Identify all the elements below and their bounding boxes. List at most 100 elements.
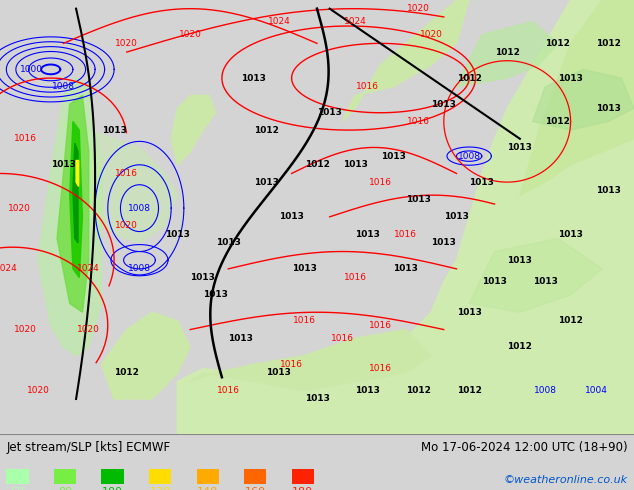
Text: 1013: 1013	[596, 186, 621, 196]
Polygon shape	[57, 96, 89, 312]
Text: 1020: 1020	[407, 4, 430, 13]
Polygon shape	[520, 0, 634, 195]
Text: 1012: 1012	[254, 125, 279, 135]
Text: 1016: 1016	[369, 178, 392, 187]
Text: 1016: 1016	[217, 386, 240, 395]
Bar	[54, 468, 76, 484]
Polygon shape	[70, 122, 82, 277]
Text: 1013: 1013	[304, 394, 330, 403]
Text: 1012: 1012	[456, 386, 482, 395]
Text: 1013: 1013	[165, 230, 190, 239]
Text: 1016: 1016	[14, 134, 37, 143]
Polygon shape	[101, 312, 190, 399]
Text: 1020: 1020	[8, 204, 30, 213]
Polygon shape	[190, 330, 431, 390]
Bar	[197, 468, 219, 484]
Text: 1020: 1020	[77, 325, 100, 334]
Text: 1013: 1013	[558, 74, 583, 82]
Text: 1012: 1012	[304, 160, 330, 169]
Polygon shape	[533, 70, 634, 130]
Text: 1024: 1024	[0, 265, 18, 273]
Text: 1013: 1013	[507, 143, 533, 152]
Text: 1013: 1013	[469, 178, 495, 187]
Text: 1013: 1013	[456, 308, 482, 317]
Polygon shape	[63, 122, 178, 243]
Text: 1013: 1013	[101, 125, 127, 135]
Text: 1013: 1013	[406, 195, 431, 204]
Text: 1020: 1020	[179, 30, 202, 39]
Polygon shape	[456, 22, 558, 87]
Bar	[292, 468, 314, 484]
Bar	[244, 468, 266, 484]
Text: 1016: 1016	[331, 334, 354, 343]
Text: 1013: 1013	[292, 265, 317, 273]
Polygon shape	[38, 78, 101, 356]
Text: 1016: 1016	[356, 82, 379, 91]
Text: 1020: 1020	[27, 386, 49, 395]
Text: 1008: 1008	[534, 386, 557, 395]
Text: 1013: 1013	[279, 212, 304, 221]
Text: 1004: 1004	[585, 386, 607, 395]
Bar	[101, 468, 124, 484]
Text: 1016: 1016	[369, 321, 392, 330]
Text: 100: 100	[102, 487, 123, 490]
Text: 1020: 1020	[115, 39, 138, 48]
Text: 1013: 1013	[266, 368, 292, 377]
Text: ©weatheronline.co.uk: ©weatheronline.co.uk	[503, 475, 628, 485]
Bar	[6, 468, 29, 484]
Text: 1012: 1012	[406, 386, 431, 395]
Polygon shape	[76, 160, 79, 187]
Text: 1013: 1013	[190, 273, 216, 282]
Text: 1012: 1012	[596, 39, 621, 48]
Text: 1016: 1016	[369, 364, 392, 373]
Text: 1012: 1012	[507, 343, 533, 351]
Text: 1013: 1013	[51, 160, 76, 169]
Text: 1008: 1008	[52, 82, 75, 91]
Text: Mo 17-06-2024 12:00 UTC (18+90): Mo 17-06-2024 12:00 UTC (18+90)	[421, 441, 628, 454]
Text: 180: 180	[292, 487, 313, 490]
Text: 1024: 1024	[344, 17, 366, 26]
Polygon shape	[178, 0, 634, 434]
Text: 1013: 1013	[241, 74, 266, 82]
Polygon shape	[171, 96, 216, 165]
Text: 1013: 1013	[355, 230, 380, 239]
Text: Jet stream/SLP [kts] ECMWF: Jet stream/SLP [kts] ECMWF	[6, 441, 171, 454]
Text: 1013: 1013	[203, 291, 228, 299]
Text: 1008: 1008	[458, 151, 481, 161]
Text: 1013: 1013	[596, 104, 621, 113]
Text: 1013: 1013	[342, 160, 368, 169]
Text: 1013: 1013	[431, 238, 456, 247]
Text: 1016: 1016	[280, 360, 303, 369]
Text: 1012: 1012	[545, 117, 571, 126]
Text: 1012: 1012	[114, 368, 139, 377]
Polygon shape	[469, 239, 602, 312]
Text: 1013: 1013	[228, 334, 254, 343]
Text: 1020: 1020	[115, 221, 138, 230]
Text: 1013: 1013	[533, 277, 558, 286]
Text: 1016: 1016	[344, 273, 366, 282]
Text: 60: 60	[10, 487, 25, 490]
Text: 80: 80	[58, 487, 72, 490]
Text: 1016: 1016	[394, 230, 417, 239]
Text: 1012: 1012	[558, 317, 583, 325]
Text: 1013: 1013	[431, 99, 456, 109]
Text: 1013: 1013	[482, 277, 507, 286]
Text: 1024: 1024	[77, 265, 100, 273]
Text: 1013: 1013	[507, 256, 533, 265]
Text: 1013: 1013	[317, 108, 342, 117]
Text: 1012: 1012	[545, 39, 571, 48]
Text: 1016: 1016	[407, 117, 430, 126]
Polygon shape	[342, 0, 469, 122]
Text: 160: 160	[245, 487, 266, 490]
Bar	[149, 468, 171, 484]
Text: 1013: 1013	[216, 238, 241, 247]
Text: 1012: 1012	[456, 74, 482, 82]
Text: 1016: 1016	[115, 169, 138, 178]
Text: 1020: 1020	[420, 30, 443, 39]
Text: 1000: 1000	[20, 65, 43, 74]
Text: 1013: 1013	[558, 230, 583, 239]
Text: 1016: 1016	[293, 317, 316, 325]
Text: 120: 120	[150, 487, 171, 490]
Text: 1013: 1013	[444, 212, 469, 221]
Text: 1012: 1012	[495, 48, 520, 56]
